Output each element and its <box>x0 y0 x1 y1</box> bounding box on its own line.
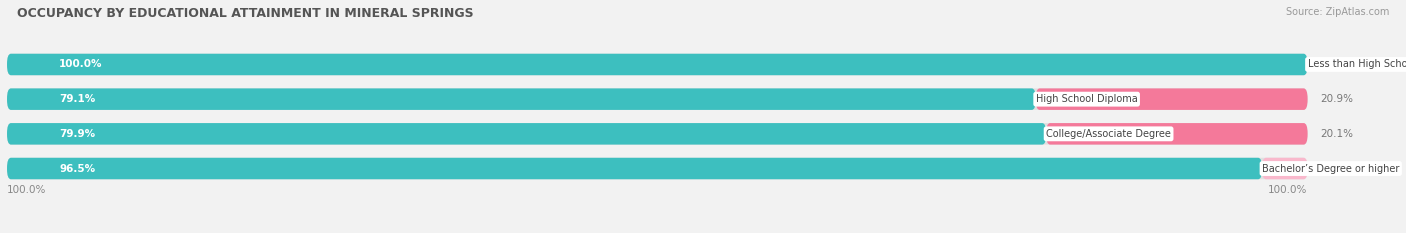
Text: Less than High School: Less than High School <box>1308 59 1406 69</box>
FancyBboxPatch shape <box>7 158 1263 179</box>
FancyBboxPatch shape <box>7 88 1308 110</box>
Text: 20.1%: 20.1% <box>1320 129 1354 139</box>
Text: High School Diploma: High School Diploma <box>1036 94 1137 104</box>
Text: College/Associate Degree: College/Associate Degree <box>1046 129 1171 139</box>
FancyBboxPatch shape <box>7 88 1036 110</box>
Text: 3.5%: 3.5% <box>1320 164 1347 174</box>
Text: 79.1%: 79.1% <box>59 94 96 104</box>
Text: Source: ZipAtlas.com: Source: ZipAtlas.com <box>1285 7 1389 17</box>
FancyBboxPatch shape <box>1036 88 1308 110</box>
Text: 100.0%: 100.0% <box>7 185 46 195</box>
Text: 79.9%: 79.9% <box>59 129 96 139</box>
FancyBboxPatch shape <box>7 54 1308 75</box>
Text: 96.5%: 96.5% <box>59 164 96 174</box>
FancyBboxPatch shape <box>7 158 1308 179</box>
FancyBboxPatch shape <box>7 123 1308 145</box>
FancyBboxPatch shape <box>1263 158 1308 179</box>
FancyBboxPatch shape <box>7 54 1308 75</box>
Text: 20.9%: 20.9% <box>1320 94 1354 104</box>
Text: OCCUPANCY BY EDUCATIONAL ATTAINMENT IN MINERAL SPRINGS: OCCUPANCY BY EDUCATIONAL ATTAINMENT IN M… <box>17 7 474 20</box>
Text: Bachelor’s Degree or higher: Bachelor’s Degree or higher <box>1263 164 1399 174</box>
Text: 100.0%: 100.0% <box>1268 185 1308 195</box>
FancyBboxPatch shape <box>1046 123 1308 145</box>
FancyBboxPatch shape <box>7 123 1046 145</box>
Text: 100.0%: 100.0% <box>59 59 103 69</box>
